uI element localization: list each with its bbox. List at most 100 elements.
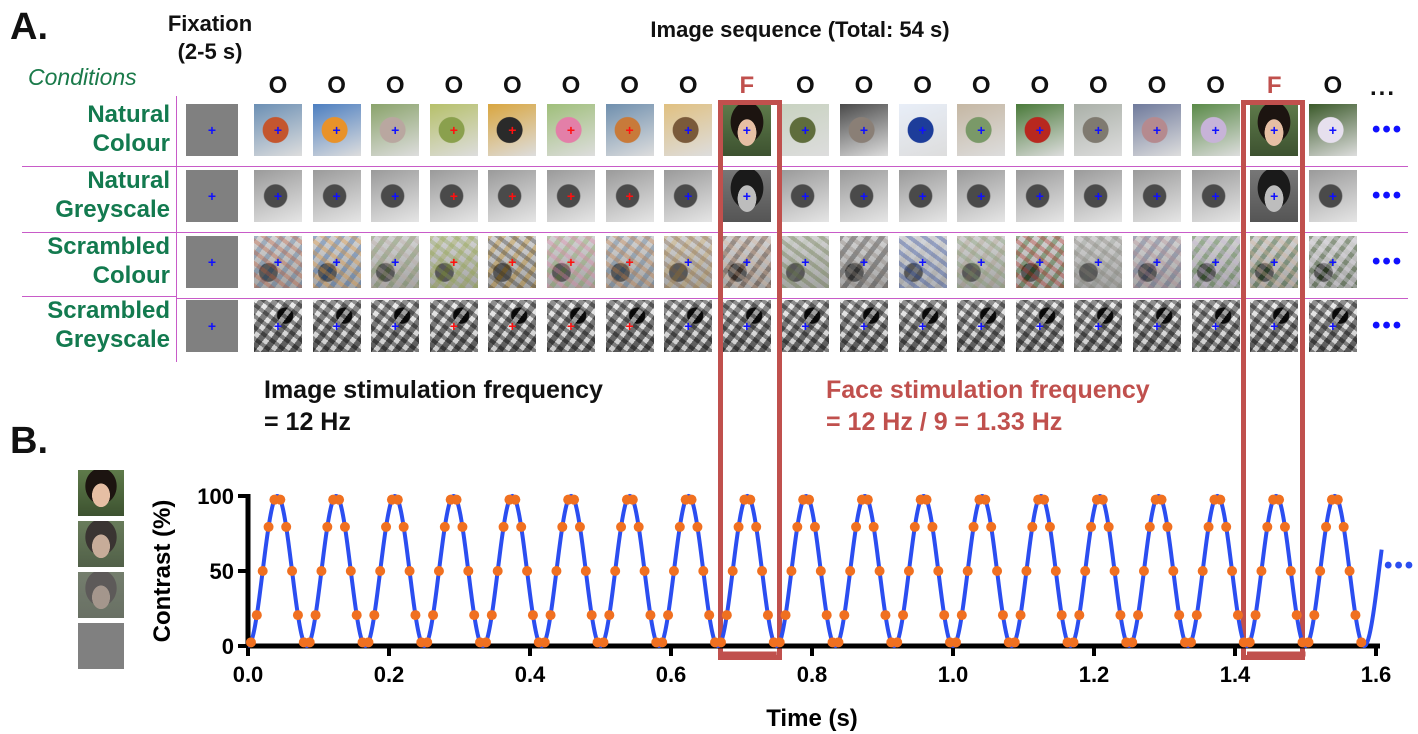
sample-point [334, 494, 345, 505]
sample-point [428, 610, 439, 621]
x-tick-label: 0.6 [656, 662, 687, 687]
sample-point [363, 637, 374, 648]
object-image-thumbnail: + [605, 170, 654, 222]
conditions-header: Conditions [28, 64, 137, 90]
fixation-cross: + [1152, 188, 1162, 204]
sample-point [1321, 521, 1332, 532]
fixation-cross: + [391, 254, 400, 270]
fixation-cross: + [449, 122, 458, 138]
sequence-letter: O [268, 72, 288, 99]
fixation-cross: + [625, 318, 634, 334]
fixation-cross: + [1094, 254, 1103, 270]
object-image-thumbnail: + [957, 104, 1006, 156]
sample-point [745, 494, 756, 505]
sample-point [892, 637, 903, 648]
face-stim-frequency: Face stimulation frequency = 12 Hz / 9 =… [826, 376, 1150, 436]
sample-point [633, 521, 644, 532]
sample-point [616, 521, 627, 532]
sample-point [451, 494, 462, 505]
x-tick-label: 0.0 [233, 662, 264, 687]
sample-point [804, 494, 815, 505]
object-image-thumbnail: + [1133, 170, 1181, 222]
sample-point [950, 637, 961, 648]
sample-point [610, 566, 621, 576]
sample-point [909, 521, 920, 532]
sample-point [1044, 521, 1055, 532]
object-image-thumbnail: + [1074, 236, 1123, 288]
sequence-letter: O [796, 72, 815, 99]
sample-point [492, 566, 503, 576]
sample-point [757, 566, 768, 576]
sample-point [281, 521, 292, 532]
fixation-cross: + [1270, 318, 1279, 334]
object-image-thumbnail: + [957, 236, 1006, 288]
sample-point [645, 610, 656, 621]
fixation-cross: + [977, 188, 986, 204]
object-image-thumbnail: + [840, 170, 888, 222]
fixation-cross: + [391, 188, 400, 204]
sample-point [992, 566, 1003, 576]
fixation-square: + [186, 170, 238, 222]
object-image-thumbnail: + [781, 170, 830, 222]
condition-divider [22, 232, 176, 233]
sample-point [551, 566, 562, 576]
fixation-cross: + [332, 188, 341, 204]
x-tick-label: 0.2 [374, 662, 405, 687]
object-image-thumbnail: + [605, 104, 654, 156]
row-ellipsis: ••• [1372, 312, 1404, 339]
object-image-thumbnail: + [1191, 236, 1240, 288]
sequence-letter: O [971, 72, 991, 99]
condition-divider [176, 298, 1408, 299]
object-image-thumbnail: + [254, 170, 302, 222]
object-image-thumbnail: + [1074, 170, 1123, 222]
sample-point [569, 494, 580, 505]
sample-point [668, 566, 679, 576]
row-ellipsis: ••• [1372, 182, 1404, 209]
condition-label: Natural Colour [87, 101, 170, 157]
sample-point [339, 521, 350, 532]
sample-point [774, 637, 785, 648]
sequence-letter: O [1147, 72, 1167, 99]
fixation-cross: + [859, 188, 869, 204]
fixation-cross: + [566, 254, 576, 270]
face-image-thumbnail: + [1250, 170, 1299, 222]
sample-point [457, 521, 468, 532]
object-image-thumbnail: + [547, 170, 595, 222]
sequence-letter: O [1030, 72, 1050, 99]
fixation-cross: + [977, 122, 986, 138]
sample-point [1350, 610, 1361, 621]
y-axis-label: Contrast (%) [149, 500, 176, 643]
object-image-thumbnail: + [312, 300, 361, 352]
face-highlight-box-1 [718, 100, 782, 660]
object-image-thumbnail: + [1015, 170, 1064, 222]
sample-point [251, 610, 262, 621]
object-image-thumbnail: + [664, 236, 713, 288]
object-image-thumbnail: + [898, 104, 947, 156]
fixation-square: + [186, 236, 238, 288]
object-image-thumbnail: + [547, 236, 595, 288]
object-image-thumbnail: + [898, 236, 947, 288]
sample-point [980, 494, 991, 505]
face-contrast-step [78, 470, 124, 516]
object-image-thumbnail: + [1074, 300, 1123, 352]
fixation-cross: + [508, 254, 517, 270]
x-tick-label: 0.4 [515, 662, 546, 687]
sample-point [721, 610, 732, 621]
sample-point [598, 637, 609, 648]
sample-point [375, 566, 386, 576]
sample-point [1221, 521, 1232, 532]
fixation-cross: + [566, 188, 576, 204]
object-image-thumbnail: + [781, 300, 830, 352]
object-image-thumbnail: + [1308, 104, 1357, 156]
object-image-thumbnail: + [1133, 236, 1181, 288]
sample-point [962, 566, 973, 576]
y-tick-label: 100 [197, 484, 234, 509]
sample-point [480, 637, 491, 648]
sample-point [257, 566, 268, 576]
object-image-thumbnail: + [429, 170, 478, 222]
sequence-letter: O [620, 72, 639, 99]
sample-point [404, 566, 415, 576]
sample-point [874, 566, 885, 576]
sample-point [704, 610, 715, 621]
sample-point [939, 610, 950, 621]
